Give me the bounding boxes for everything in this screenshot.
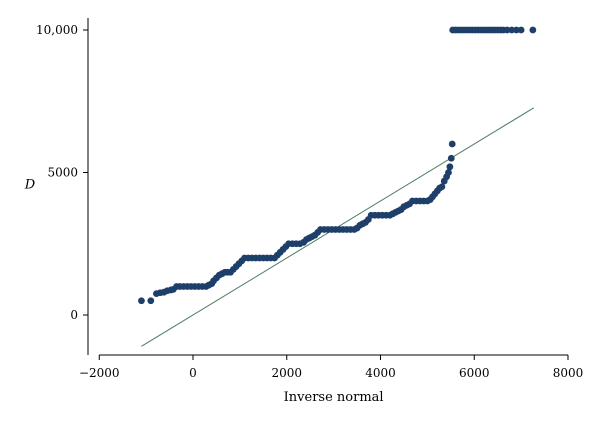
x-tick-label: 4000 (365, 366, 396, 380)
y-tick-label: 0 (70, 308, 78, 322)
x-tick-label: 2000 (271, 366, 302, 380)
x-ticks: −2000 0 2000 4000 6000 8000 (79, 355, 583, 380)
data-point (508, 26, 516, 34)
x-axis-label: Inverse normal (284, 390, 384, 405)
data-point (513, 26, 520, 34)
x-tick-label: 0 (189, 366, 197, 380)
data-point (503, 26, 511, 34)
x-tick-label: 6000 (459, 366, 490, 380)
axes (87, 18, 568, 356)
x-tick-label: 8000 (553, 366, 584, 380)
data-point (447, 154, 455, 162)
data-point (438, 183, 446, 191)
data-point (446, 163, 454, 171)
y-ticks: 0 5000 10,000 (36, 23, 88, 322)
y-tick-label: 10,000 (36, 23, 78, 37)
data-point (448, 140, 456, 148)
y-tick-label: 5000 (47, 166, 78, 180)
data-points-layer (138, 26, 537, 305)
data-point (138, 297, 145, 305)
x-tick-label: −2000 (79, 366, 120, 380)
data-point (529, 26, 537, 34)
data-point (517, 26, 525, 34)
y-axis-label: D (24, 178, 36, 193)
data-point (147, 297, 155, 305)
data-point (445, 169, 452, 176)
